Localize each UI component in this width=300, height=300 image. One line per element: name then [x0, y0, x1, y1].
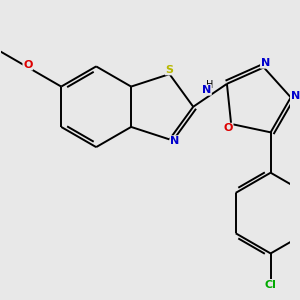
Text: O: O — [224, 123, 233, 133]
Text: S: S — [166, 65, 173, 75]
Text: O: O — [23, 60, 32, 70]
Text: N: N — [291, 91, 300, 101]
Text: N: N — [170, 136, 179, 146]
Text: H: H — [206, 80, 214, 90]
Text: N: N — [202, 85, 211, 95]
Text: Cl: Cl — [265, 280, 277, 290]
Text: N: N — [261, 58, 270, 68]
